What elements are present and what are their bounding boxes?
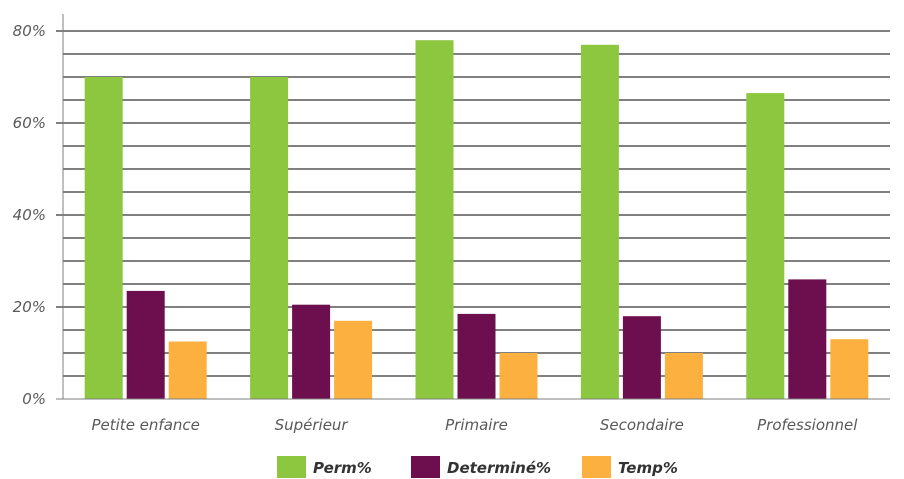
- bar-determin-3: [457, 313, 496, 399]
- legend-label-temp: Temp%: [618, 459, 678, 477]
- x-tick-label: Secondaire: [600, 416, 684, 434]
- legend-label-perm: Perm%: [313, 459, 372, 477]
- bar-temp-1: [168, 341, 207, 399]
- x-tick-label: Supérieur: [275, 416, 349, 434]
- y-tick-label: 0%: [22, 390, 46, 408]
- bar-temp-3: [499, 353, 538, 399]
- bar-perm-5: [746, 93, 785, 399]
- bar-determin-2: [292, 304, 331, 399]
- legend: Perm% Determiné% Temp%: [277, 456, 678, 478]
- bar-perm-4: [580, 44, 619, 400]
- legend-label-determine: Determiné%: [447, 459, 551, 477]
- bar-temp-2: [334, 320, 373, 399]
- y-tick-labels: 0% 20% 40% 60% 80%: [13, 22, 46, 408]
- bar-determin-1: [126, 290, 165, 399]
- legend-swatch-determine: [411, 456, 440, 478]
- bar-determin-4: [622, 316, 661, 399]
- legend-swatch-perm: [277, 456, 306, 478]
- x-tick-label: Primaire: [445, 416, 508, 434]
- legend-swatch-temp: [582, 456, 611, 478]
- bar-determin-5: [788, 279, 827, 399]
- x-tick-label: Professionnel: [757, 416, 858, 434]
- y-tick-label: 20%: [13, 298, 46, 316]
- bar-perm-2: [250, 77, 289, 399]
- bar-perm-3: [415, 40, 454, 399]
- bars: [84, 40, 869, 400]
- y-tick-label: 40%: [13, 206, 46, 224]
- x-tick-label: Petite enfance: [91, 416, 199, 434]
- bar-perm-1: [84, 77, 123, 399]
- y-tick-label: 80%: [13, 22, 46, 40]
- axes: [56, 14, 890, 400]
- x-tick-labels: Petite enfance Supérieur Primaire Second…: [91, 416, 858, 434]
- bar-temp-5: [830, 339, 869, 399]
- y-tick-label: 60%: [13, 114, 46, 132]
- bar-temp-4: [664, 353, 703, 399]
